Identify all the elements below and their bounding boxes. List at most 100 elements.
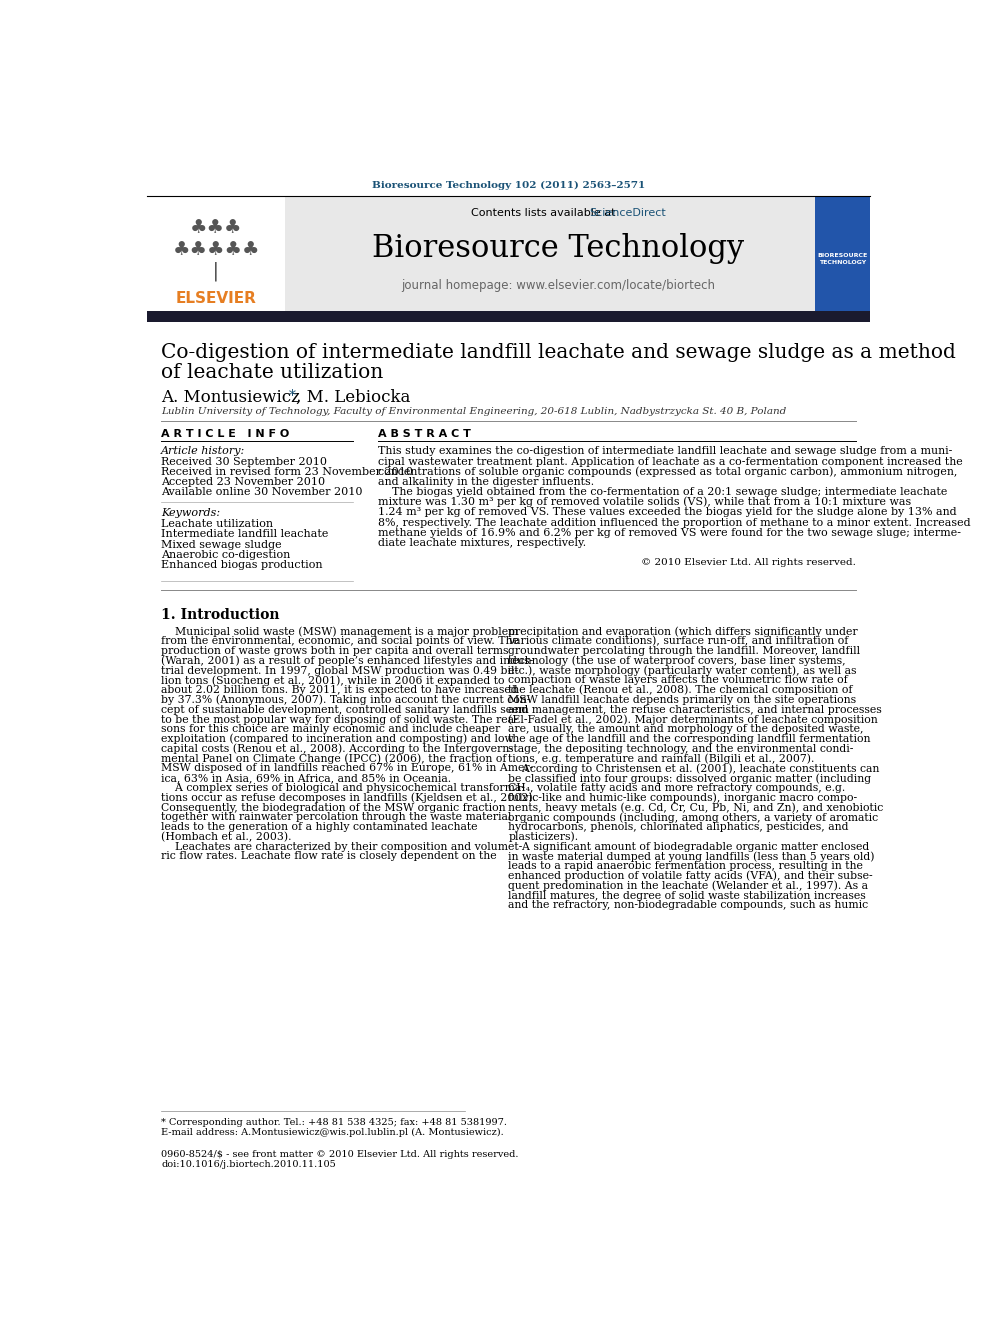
Text: , M. Lebiocka: , M. Lebiocka — [296, 389, 411, 406]
Text: 1. Introduction: 1. Introduction — [161, 607, 280, 622]
Text: and management, the refuse characteristics, and internal processes: and management, the refuse characteristi… — [509, 705, 882, 714]
Text: According to Christensen et al. (2001), leachate constituents can: According to Christensen et al. (2001), … — [509, 763, 880, 774]
Text: Received 30 September 2010: Received 30 September 2010 — [161, 458, 327, 467]
Text: mental Panel on Climate Change (IPCC) (2006), the fraction of: mental Panel on Climate Change (IPCC) (2… — [161, 753, 507, 763]
Text: diate leachate mixtures, respectively.: diate leachate mixtures, respectively. — [378, 538, 586, 548]
Text: ELSEVIER: ELSEVIER — [176, 291, 257, 307]
Text: Municipal solid waste (MSW) management is a major problem: Municipal solid waste (MSW) management i… — [161, 626, 519, 636]
Text: Leachate utilization: Leachate utilization — [161, 519, 274, 529]
Text: Enhanced biogas production: Enhanced biogas production — [161, 561, 322, 570]
Text: Leachates are characterized by their composition and volumet-: Leachates are characterized by their com… — [161, 841, 523, 852]
Bar — [147, 196, 286, 312]
Text: by 37.3% (Anonymous, 2007). Taking into account the current con-: by 37.3% (Anonymous, 2007). Taking into … — [161, 695, 531, 705]
Text: methane yields of 16.9% and 6.2% per kg of removed VS were found for the two sew: methane yields of 16.9% and 6.2% per kg … — [378, 528, 961, 537]
Text: doi:10.1016/j.biortech.2010.11.105: doi:10.1016/j.biortech.2010.11.105 — [161, 1160, 336, 1170]
Text: Consequently, the biodegradation of the MSW organic fraction: Consequently, the biodegradation of the … — [161, 803, 506, 812]
Text: BIORESOURCE
TECHNOLOGY: BIORESOURCE TECHNOLOGY — [817, 253, 868, 265]
Text: (Hombach et al., 2003).: (Hombach et al., 2003). — [161, 832, 292, 841]
Text: MSW disposed of in landfills reached 67% in Europe, 61% in Amer-: MSW disposed of in landfills reached 67%… — [161, 763, 534, 774]
Text: tions occur as refuse decomposes in landfills (Kjeldsen et al., 2002).: tions occur as refuse decomposes in land… — [161, 792, 537, 803]
Text: and the refractory, non-biodegradable compounds, such as humic: and the refractory, non-biodegradable co… — [509, 901, 869, 910]
Text: cept of sustainable development, controlled sanitary landfills seem: cept of sustainable development, control… — [161, 705, 529, 714]
Text: together with rainwater percolation through the waste material: together with rainwater percolation thro… — [161, 812, 512, 823]
Text: ScienceDirect: ScienceDirect — [589, 208, 666, 218]
Text: are, usually, the amount and morphology of the deposited waste,: are, usually, the amount and morphology … — [509, 724, 864, 734]
Text: E-mail address: A.Montusiewicz@wis.pol.lublin.pl (A. Montusiewicz).: E-mail address: A.Montusiewicz@wis.pol.l… — [161, 1127, 504, 1136]
Text: © 2010 Elsevier Ltd. All rights reserved.: © 2010 Elsevier Ltd. All rights reserved… — [641, 558, 855, 566]
Text: stage, the depositing technology, and the environmental condi-: stage, the depositing technology, and th… — [509, 744, 854, 754]
Text: Intermediate landfill leachate: Intermediate landfill leachate — [161, 529, 328, 540]
Text: and alkalinity in the digester influents.: and alkalinity in the digester influents… — [378, 476, 594, 487]
Text: A significant amount of biodegradable organic matter enclosed: A significant amount of biodegradable or… — [509, 841, 870, 852]
Bar — [815, 196, 870, 312]
Text: leads to the generation of a highly contaminated leachate: leads to the generation of a highly cont… — [161, 822, 478, 832]
Text: tions, e.g. temperature and rainfall (Bilgili et al., 2007).: tions, e.g. temperature and rainfall (Bi… — [509, 753, 814, 763]
Text: production of waste grows both in per capita and overall terms: production of waste grows both in per ca… — [161, 646, 509, 656]
Bar — [147, 311, 870, 321]
Text: 1.24 m³ per kg of removed VS. These values exceeded the biogas yield for the slu: 1.24 m³ per kg of removed VS. These valu… — [378, 507, 957, 517]
Text: mixture was 1.30 m³ per kg of removed volatile solids (VS), while that from a 10: mixture was 1.30 m³ per kg of removed vo… — [378, 497, 912, 508]
Text: *: * — [289, 389, 296, 404]
Text: 0960-8524/$ - see front matter © 2010 Elsevier Ltd. All rights reserved.: 0960-8524/$ - see front matter © 2010 El… — [161, 1150, 519, 1159]
Text: nents, heavy metals (e.g. Cd, Cr, Cu, Pb, Ni, and Zn), and xenobiotic: nents, heavy metals (e.g. Cd, Cr, Cu, Pb… — [509, 802, 884, 812]
Text: groundwater percolating through the landfill. Moreover, landfill: groundwater percolating through the land… — [509, 646, 860, 656]
Text: quent predomination in the leachate (Welander et al., 1997). As a: quent predomination in the leachate (Wel… — [509, 881, 868, 892]
Text: trial development. In 1997, global MSW production was 0.49 bil-: trial development. In 1997, global MSW p… — [161, 665, 519, 676]
Text: about 2.02 billion tons. By 2011, it is expected to have increased: about 2.02 billion tons. By 2011, it is … — [161, 685, 518, 695]
Text: A R T I C L E   I N F O: A R T I C L E I N F O — [161, 430, 290, 439]
Text: the leachate (Renou et al., 2008). The chemical composition of: the leachate (Renou et al., 2008). The c… — [509, 685, 853, 696]
Text: Bioresource Technology: Bioresource Technology — [372, 233, 744, 263]
Text: A B S T R A C T: A B S T R A C T — [378, 430, 471, 439]
Text: etc.), waste morphology (particularly water content), as well as: etc.), waste morphology (particularly wa… — [509, 665, 857, 676]
Text: ♣♣♣
♣♣♣♣♣
  |: ♣♣♣ ♣♣♣♣♣ | — [173, 218, 260, 282]
Text: MSW landfill leachate depends primarily on the site operations: MSW landfill leachate depends primarily … — [509, 695, 856, 705]
Text: Accepted 23 November 2010: Accepted 23 November 2010 — [161, 478, 325, 487]
Text: The biogas yield obtained from the co-fermentation of a 20:1 sewage sludge; inte: The biogas yield obtained from the co-fe… — [378, 487, 947, 497]
Text: * Corresponding author. Tel.: +48 81 538 4325; fax: +48 81 5381997.: * Corresponding author. Tel.: +48 81 538… — [161, 1118, 507, 1126]
Text: (El-Fadel et al., 2002). Major determinants of leachate composition: (El-Fadel et al., 2002). Major determina… — [509, 714, 878, 725]
Text: ric flow rates. Leachate flow rate is closely dependent on the: ric flow rates. Leachate flow rate is cl… — [161, 852, 497, 861]
Text: Bioresource Technology 102 (2011) 2563–2571: Bioresource Technology 102 (2011) 2563–2… — [372, 181, 645, 191]
Text: A complex series of biological and physicochemical transforma-: A complex series of biological and physi… — [161, 783, 525, 792]
Text: Mixed sewage sludge: Mixed sewage sludge — [161, 540, 282, 549]
Text: of leachate utilization: of leachate utilization — [161, 364, 384, 382]
Text: compaction of waste layers affects the volumetric flow rate of: compaction of waste layers affects the v… — [509, 676, 848, 685]
Text: Co-digestion of intermediate landfill leachate and sewage sludge as a method: Co-digestion of intermediate landfill le… — [161, 343, 956, 363]
Text: Article history:: Article history: — [161, 446, 245, 456]
Text: sons for this choice are mainly economic and include cheaper: sons for this choice are mainly economic… — [161, 724, 500, 734]
Text: enhanced production of volatile fatty acids (VFA), and their subse-: enhanced production of volatile fatty ac… — [509, 871, 873, 881]
Text: organic compounds (including, among others, a variety of aromatic: organic compounds (including, among othe… — [509, 812, 879, 823]
Text: be classified into four groups: dissolved organic matter (including: be classified into four groups: dissolve… — [509, 773, 872, 783]
Text: from the environmental, economic, and social points of view. The: from the environmental, economic, and so… — [161, 636, 519, 647]
Text: landfill matures, the degree of solid waste stabilization increases: landfill matures, the degree of solid wa… — [509, 890, 866, 901]
Text: Received in revised form 23 November 2010: Received in revised form 23 November 201… — [161, 467, 414, 478]
Text: precipitation and evaporation (which differs significantly under: precipitation and evaporation (which dif… — [509, 626, 858, 636]
Text: Anaerobic co-digestion: Anaerobic co-digestion — [161, 550, 291, 560]
Text: plasticizers).: plasticizers). — [509, 832, 578, 843]
Text: ica, 63% in Asia, 69% in Africa, and 85% in Oceania.: ica, 63% in Asia, 69% in Africa, and 85%… — [161, 773, 451, 783]
Text: journal homepage: www.elsevier.com/locate/biortech: journal homepage: www.elsevier.com/locat… — [401, 279, 715, 292]
Text: lion tons (Suocheng et al., 2001), while in 2006 it expanded to: lion tons (Suocheng et al., 2001), while… — [161, 675, 505, 685]
Text: CH₄, volatile fatty acids and more refractory compounds, e.g.: CH₄, volatile fatty acids and more refra… — [509, 783, 845, 792]
Text: cipal wastewater treatment plant. Application of leachate as a co-fermentation c: cipal wastewater treatment plant. Applic… — [378, 456, 963, 467]
Text: Lublin University of Technology, Faculty of Environmental Engineering, 20-618 Lu: Lublin University of Technology, Faculty… — [161, 406, 787, 415]
Text: technology (the use of waterproof covers, base liner systems,: technology (the use of waterproof covers… — [509, 656, 846, 667]
Text: This study examines the co-digestion of intermediate landfill leachate and sewag: This study examines the co-digestion of … — [378, 446, 952, 456]
Text: capital costs (Renou et al., 2008). According to the Intergovern-: capital costs (Renou et al., 2008). Acco… — [161, 744, 513, 754]
Text: various climate conditions), surface run-off, and infiltration of: various climate conditions), surface run… — [509, 636, 849, 647]
Text: Available online 30 November 2010: Available online 30 November 2010 — [161, 487, 363, 497]
Text: exploitation (compared to incineration and composting) and low: exploitation (compared to incineration a… — [161, 734, 514, 745]
Text: fulvic-like and humic-like compounds), inorganic macro compo-: fulvic-like and humic-like compounds), i… — [509, 792, 857, 803]
Text: leads to a rapid anaerobic fermentation process, resulting in the: leads to a rapid anaerobic fermentation … — [509, 861, 863, 872]
Text: A. Montusiewicz: A. Montusiewicz — [161, 389, 306, 406]
Bar — [147, 196, 870, 312]
Text: Contents lists available at: Contents lists available at — [471, 208, 619, 218]
Text: to be the most popular way for disposing of solid waste. The rea-: to be the most popular way for disposing… — [161, 714, 518, 725]
Text: the age of the landfill and the corresponding landfill fermentation: the age of the landfill and the correspo… — [509, 734, 871, 744]
Text: 8%, respectively. The leachate addition influenced the proportion of methane to : 8%, respectively. The leachate addition … — [378, 517, 971, 528]
Text: Keywords:: Keywords: — [161, 508, 220, 519]
Text: concentrations of soluble organic compounds (expressed as total organic carbon),: concentrations of soluble organic compou… — [378, 467, 957, 478]
Text: (Warah, 2001) as a result of people’s enhanced lifestyles and indus-: (Warah, 2001) as a result of people’s en… — [161, 656, 534, 667]
Text: hydrocarbons, phenols, chlorinated aliphatics, pesticides, and: hydrocarbons, phenols, chlorinated aliph… — [509, 822, 849, 832]
Text: in waste material dumped at young landfills (less than 5 years old): in waste material dumped at young landfi… — [509, 851, 875, 861]
